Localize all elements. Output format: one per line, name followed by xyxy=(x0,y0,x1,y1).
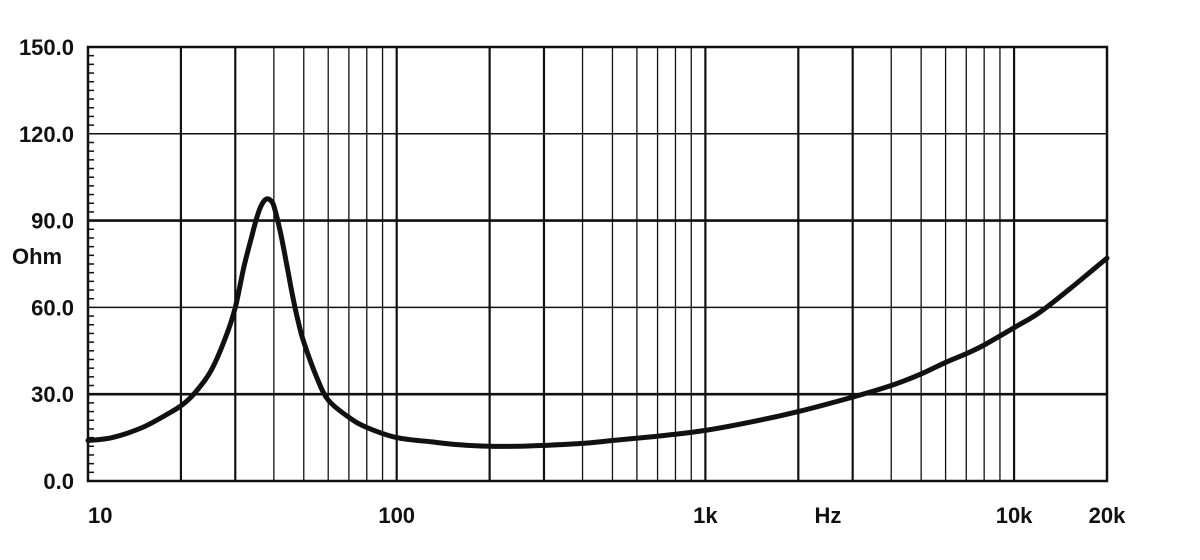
x-tick-label: 10k xyxy=(996,503,1033,528)
y-tick-label: 90.0 xyxy=(31,209,74,234)
y-tick-label: 30.0 xyxy=(31,382,74,407)
x-tick-label: 1k xyxy=(693,503,718,528)
x-axis-label: Hz xyxy=(815,503,842,528)
grid-major-lines xyxy=(88,47,1107,481)
plot-frame xyxy=(86,45,1109,483)
x-tick-label: 100 xyxy=(378,503,415,528)
x-tick-label: 10 xyxy=(88,503,112,528)
x-tick-labels: 10 100 1k 10k 20k xyxy=(88,503,1126,528)
impedance-curve xyxy=(85,196,1110,449)
y-tick-labels: 0.0 30.0 60.0 90.0 120.0 150.0 xyxy=(19,35,74,494)
y-tick-label: 120.0 xyxy=(19,122,74,147)
y-tick-label: 150.0 xyxy=(19,35,74,60)
x-tick-label: 20k xyxy=(1089,503,1126,528)
y-axis-label: Ohm xyxy=(12,244,62,269)
y-tick-label: 0.0 xyxy=(43,469,74,494)
y-tick-label: 60.0 xyxy=(31,295,74,320)
grid-minor-lines xyxy=(88,47,1107,481)
